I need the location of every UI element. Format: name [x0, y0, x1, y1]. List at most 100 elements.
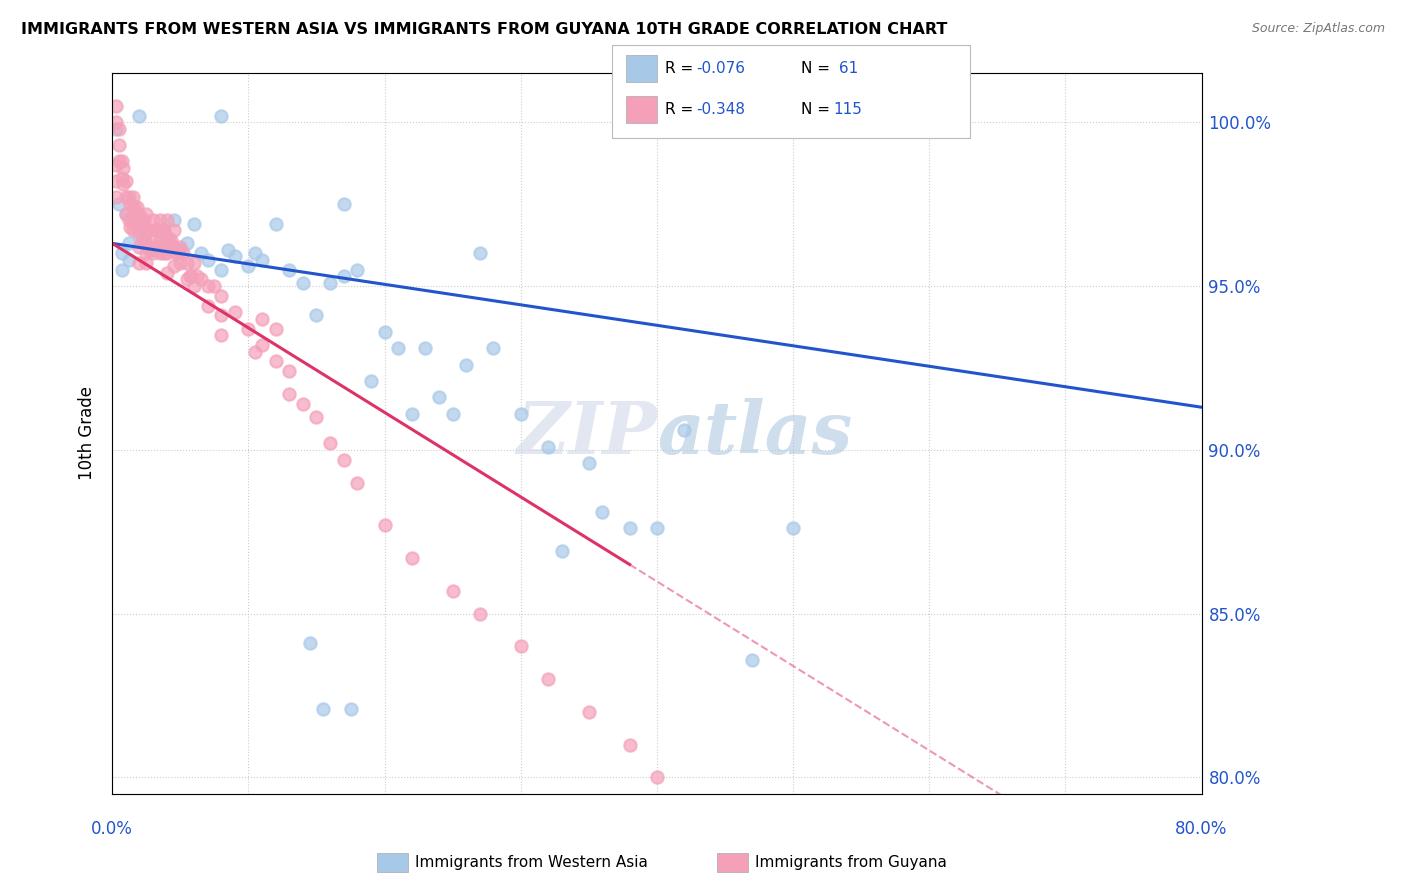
Point [169, 240, 191, 254]
Point [128, 207, 150, 221]
Point [115, 207, 138, 221]
Point [118, 197, 141, 211]
Point [156, 246, 179, 260]
Point [128, 240, 150, 254]
Point [128, 227, 150, 241]
Text: IMMIGRANTS FROM WESTERN ASIA VS IMMIGRANTS FROM GUYANA 10TH GRADE CORRELATION CH: IMMIGRANTS FROM WESTERN ASIA VS IMMIGRAN… [21, 22, 948, 37]
Point [108, 154, 131, 169]
Point [305, 410, 328, 425]
Point [319, 436, 342, 450]
Point [115, 174, 138, 188]
Point [374, 518, 396, 533]
Point [468, 607, 491, 621]
Point [121, 223, 143, 237]
Point [131, 233, 153, 247]
Point [121, 190, 143, 204]
Point [509, 407, 531, 421]
Point [162, 213, 184, 227]
Point [105, 115, 128, 129]
Point [509, 640, 531, 654]
Point [278, 364, 301, 378]
Point [159, 233, 181, 247]
Point [176, 236, 198, 251]
Point [117, 252, 139, 267]
Point [374, 325, 396, 339]
Point [441, 407, 464, 421]
Point [278, 262, 301, 277]
Point [415, 341, 437, 355]
Point [209, 289, 232, 303]
Text: R =: R = [665, 102, 699, 117]
Point [197, 252, 219, 267]
Point [468, 246, 491, 260]
Point [264, 321, 287, 335]
Point [172, 246, 194, 260]
Point [162, 260, 184, 274]
Point [346, 262, 368, 277]
Point [332, 452, 354, 467]
Point [131, 213, 153, 227]
Point [169, 256, 191, 270]
Point [105, 121, 128, 136]
Point [183, 279, 205, 293]
Point [162, 240, 184, 254]
Point [291, 397, 314, 411]
Point [117, 190, 139, 204]
Point [146, 223, 169, 237]
Point [645, 521, 668, 535]
Point [291, 276, 314, 290]
Point [121, 200, 143, 214]
Point [165, 246, 187, 260]
Text: N =: N = [801, 102, 835, 117]
Point [122, 200, 145, 214]
Point [387, 341, 409, 355]
Point [135, 246, 157, 260]
Point [278, 387, 301, 401]
Point [591, 505, 613, 519]
Point [115, 207, 138, 221]
Point [128, 223, 150, 237]
Point [250, 338, 273, 352]
Point [142, 246, 165, 260]
Point [108, 138, 131, 153]
Point [128, 256, 150, 270]
Point [190, 246, 212, 260]
Point [180, 269, 202, 284]
Point [139, 240, 162, 254]
Point [332, 269, 354, 284]
Point [537, 672, 560, 686]
Text: atlas: atlas [657, 398, 852, 469]
Point [339, 701, 361, 715]
Point [125, 213, 148, 227]
Point [149, 246, 172, 260]
Point [578, 705, 600, 719]
Point [176, 272, 198, 286]
Point [152, 243, 174, 257]
Point [108, 121, 131, 136]
Point [401, 407, 423, 421]
Point [645, 771, 668, 785]
Point [149, 233, 172, 247]
Point [142, 243, 165, 257]
Point [146, 240, 169, 254]
Point [125, 200, 148, 214]
Point [245, 344, 267, 359]
Point [138, 223, 160, 237]
Point [224, 250, 246, 264]
Point [482, 341, 505, 355]
Point [250, 252, 273, 267]
Point [135, 256, 157, 270]
Point [250, 311, 273, 326]
Point [152, 223, 174, 237]
Point [179, 269, 201, 284]
Text: 0.0%: 0.0% [91, 820, 134, 838]
Text: Source: ZipAtlas.com: Source: ZipAtlas.com [1251, 22, 1385, 36]
Point [135, 236, 157, 251]
Point [128, 213, 150, 227]
Point [159, 233, 181, 247]
Text: Immigrants from Guyana: Immigrants from Guyana [755, 855, 946, 870]
Text: 61: 61 [834, 61, 858, 76]
Point [111, 262, 134, 277]
Point [550, 544, 572, 558]
Point [537, 440, 560, 454]
